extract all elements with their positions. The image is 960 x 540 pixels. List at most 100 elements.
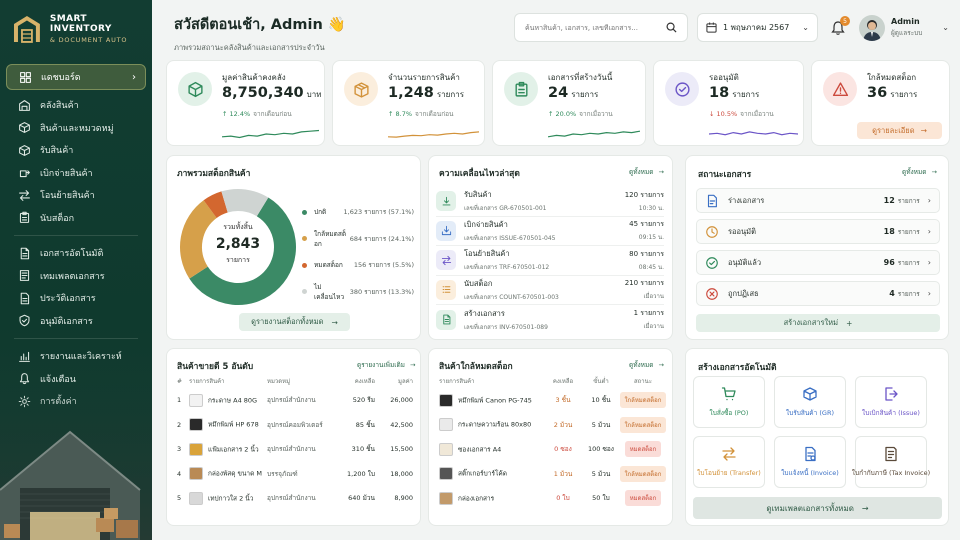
product-name: หมึกพิมพ์ HP 678 — [208, 420, 259, 429]
box-in-icon — [19, 144, 30, 156]
product-thumbnail — [439, 442, 453, 456]
search-input[interactable] — [525, 23, 661, 32]
sidebar-item-5[interactable]: เบิกจ่ายสินค้า — [6, 162, 146, 185]
sidebar-item-10[interactable]: ประวัติเอกสาร — [6, 287, 146, 310]
view-all-link[interactable]: ดูทั้งหมด → — [629, 167, 664, 177]
table-row[interactable]: หมึกพิมพ์ Canon PG-745 3 ชิ้น 10 ชิ้น ใก… — [439, 388, 667, 413]
sidebar-item-label: นับสต็อก — [40, 213, 75, 224]
product-cell: แฟ้มเอกสาร 2 นิ้ว — [189, 437, 267, 462]
package-icon — [353, 81, 369, 98]
movement-item[interactable]: สร้างเอกสาร เลขที่เอกสาร INV-670501-089 1… — [436, 305, 664, 335]
view-details-button[interactable]: ดูรายละเอียด → — [857, 122, 942, 139]
user-menu[interactable]: Admin ผู้ดูแลระบบ ⌄ — [859, 13, 949, 42]
status-item[interactable]: ร่างเอกสาร 12 รายการ › — [696, 188, 940, 213]
create-doc-4[interactable]: ใบโอนย้าย (Transfer) — [693, 436, 765, 488]
table-row[interactable]: 1 กระดาษ A4 80G อุปกรณ์สำนักงาน 520 รีม … — [177, 388, 413, 413]
search-icon[interactable] — [666, 22, 677, 33]
kpi-card-2[interactable]: จำนวนรายการสินค้า 1,248 รายการ ↑ 8.7% จากเด… — [332, 60, 485, 146]
movement-icon-wrap — [436, 309, 456, 330]
sidebar-item-4[interactable]: รับสินค้า — [6, 139, 146, 162]
box-in-icon — [803, 387, 817, 401]
table-row[interactable]: 2 หมึกพิมพ์ HP 678 อุปกรณ์คอมพิวเตอร์ 85… — [177, 413, 413, 438]
donut-slice-3[interactable] — [203, 191, 229, 219]
view-all-link[interactable]: ดูทั้งหมด → — [902, 167, 937, 177]
legend-value: 156 รายการ (5.5%) — [353, 261, 414, 270]
product-category: อุปกรณ์สำนักงาน — [267, 494, 316, 503]
sidebar-item-1[interactable]: แดชบอร์ด › — [6, 64, 146, 90]
main-content: สวัสดีตอนเช้า, Admin 👋 ภาพรวมสถานะคลังสิ… — [152, 0, 960, 540]
legend-value: 1,623 รายการ (57.1%) — [343, 208, 415, 217]
quick-action-label: ใบแจ้งหนี้ (Invoice) — [781, 469, 839, 477]
sidebar-item-8[interactable]: เอกสารอัตโนมัติ — [6, 242, 146, 265]
column-header: มูลค่า — [397, 378, 413, 385]
recent-movements-card: ความเคลื่อนไหวล่าสุด ดูทั้งหมด → รับสินค้… — [428, 155, 673, 340]
table-row[interactable]: 4 กล่องพัสดุ ขนาด M บรรจุภัณฑ์ 1,200 ใบ … — [177, 462, 413, 487]
movement-item[interactable]: รับสินค้า เลขที่เอกสาร GR-670501-001 120 … — [436, 187, 664, 217]
sidebar-item-11[interactable]: อนุมัติเอกสาร — [6, 310, 146, 333]
status-label: ร่างเอกสาร — [728, 195, 765, 205]
stock-minimum: 10 ชิ้น — [591, 396, 611, 405]
movement-icon-wrap — [436, 191, 456, 212]
create-doc-6[interactable]: ใบกำกับภาษี (Tax Invoice) — [852, 436, 930, 488]
status-item[interactable]: อนุมัติแล้ว 96 รายการ › — [696, 250, 940, 275]
sidebar-item-7[interactable]: นับสต็อก — [6, 207, 146, 230]
button-label: ดูรายงานสต็อกทั้งหมด — [251, 317, 324, 326]
kpi-label: จำนวนรายการสินค้า — [388, 73, 460, 82]
document-icon — [442, 314, 450, 325]
movement-doc-number: เลขที่เอกสาร COUNT-670501-003 — [464, 293, 559, 301]
kpi-change-value: ↑ 8.7% — [388, 110, 413, 118]
kpi-card-3[interactable]: เอกสารที่สร้างวันนี้ 24 รายการ ↑ 20.0% จากเ… — [492, 60, 646, 146]
create-document-button[interactable]: สร้างเอกสารใหม่ + — [696, 314, 940, 332]
upload-icon — [441, 226, 451, 236]
product-category: อุปกรณ์สำนักงาน — [267, 396, 316, 405]
sidebar-item-3[interactable]: สินค้าและหมวดหมู่ — [6, 117, 146, 140]
donut-slice-4[interactable] — [221, 189, 269, 217]
status-count: 4 — [889, 289, 895, 298]
product-cell: กล่องเอกสาร — [439, 486, 543, 511]
product-thumbnail — [439, 467, 453, 481]
search-bar[interactable] — [514, 13, 688, 42]
movement-item[interactable]: นับสต็อก เลขที่เอกสาร COUNT-670501-003 21… — [436, 276, 664, 305]
legend-label: ใกล้หมดสต็อก — [314, 229, 347, 248]
sidebar-item-2[interactable]: คลังสินค้า — [6, 94, 146, 117]
create-doc-1[interactable]: ใบสั่งซื้อ (PO) — [693, 376, 765, 428]
kpi-icon-wrap — [178, 72, 212, 106]
quick-action-label: ใบเบิกสินค้า (Issue) — [862, 409, 920, 417]
app-logo[interactable]: SMART INVENTORY & DOCUMENT AUTO — [12, 14, 152, 44]
legend-item: ปกติ 1,623 รายการ (57.1%) — [302, 199, 414, 226]
view-report-link[interactable]: ดูรายงานเพิ่มเติม → — [357, 360, 415, 370]
movement-item[interactable]: เบิกจ่ายสินค้า เลขที่เอกสาร ISSUE-670501-… — [436, 217, 664, 246]
sidebar-item-12[interactable]: รายงานและวิเคราะห์ — [6, 345, 146, 368]
status-item[interactable]: ถูกปฏิเสธ 4 รายการ › — [696, 281, 940, 306]
kpi-unit: รายการ — [732, 90, 760, 99]
table-row[interactable]: กระดาษความร้อน 80x80 2 ม้วน 5 ม้วน ใกล้ห… — [439, 413, 667, 438]
sidebar-item-6[interactable]: โอนย้ายสินค้า — [6, 184, 146, 207]
movement-time: เมื่อวาน — [643, 293, 664, 301]
warehouse-logo-icon — [13, 16, 40, 43]
sidebar-item-9[interactable]: เทมเพลตเอกสาร — [6, 265, 146, 288]
kpi-card-4[interactable]: รออนุมัติ 18 รายการ ↓ 10.5% จากเมื่อวาน — [653, 60, 804, 146]
view-all-link[interactable]: ดูทั้งหมด → — [629, 360, 664, 370]
movement-item[interactable]: โอนย้ายสินค้า เลขที่เอกสาร TRF-670501-012… — [436, 246, 664, 276]
create-doc-2[interactable]: ใบรับสินค้า (GR) — [774, 376, 846, 428]
kpi-card-5[interactable]: ใกล้หมดสต็อก 36 รายการ ดูรายละเอียด → — [811, 60, 950, 146]
donut-slice-2[interactable] — [180, 200, 218, 279]
table-row[interactable]: กล่องเอกสาร 0 ใบ 50 ใบ หมดสต็อก — [439, 486, 667, 511]
transfer-icon — [441, 255, 451, 265]
card-title: ภาพรวมสต็อกสินค้า — [177, 169, 251, 179]
create-doc-3[interactable]: ใบเบิกสินค้า (Issue) — [855, 376, 927, 428]
view-stock-report-button[interactable]: ดูรายงานสต็อกทั้งหมด → — [239, 313, 350, 331]
view-templates-button[interactable]: ดูเทมเพลตเอกสารทั้งหมด → — [693, 497, 942, 519]
table-row[interactable]: 5 เทปกาวใส 2 นิ้ว อุปกรณ์สำนักงาน 640 ม้… — [177, 486, 413, 511]
kpi-card-1[interactable]: มูลค่าสินค้าคงคลัง 8,750,340 บาท ↑ 12.4% จา… — [166, 60, 325, 146]
create-doc-5[interactable]: ใบแจ้งหนี้ (Invoice) — [774, 436, 846, 488]
date-picker[interactable]: 1 พฤษภาคม 2567 ⌄ — [697, 13, 818, 42]
donut-slice-1[interactable] — [189, 197, 296, 305]
table-row[interactable]: ซองเอกสาร A4 0 ซอง 100 ซอง หมดสต็อก — [439, 437, 667, 462]
draft-icon — [707, 194, 717, 207]
table-row[interactable]: สติ๊กเกอร์บาร์โค้ด 1 ม้วน 5 ม้วน ใกล้หมด… — [439, 462, 667, 487]
table-row[interactable]: 3 แฟ้มเอกสาร 2 นิ้ว อุปกรณ์สำนักงาน 310 … — [177, 437, 413, 462]
arrow-right-icon: → — [658, 361, 664, 369]
status-item[interactable]: รออนุมัติ 18 รายการ › — [696, 219, 940, 244]
status-count: 96 — [883, 258, 895, 267]
